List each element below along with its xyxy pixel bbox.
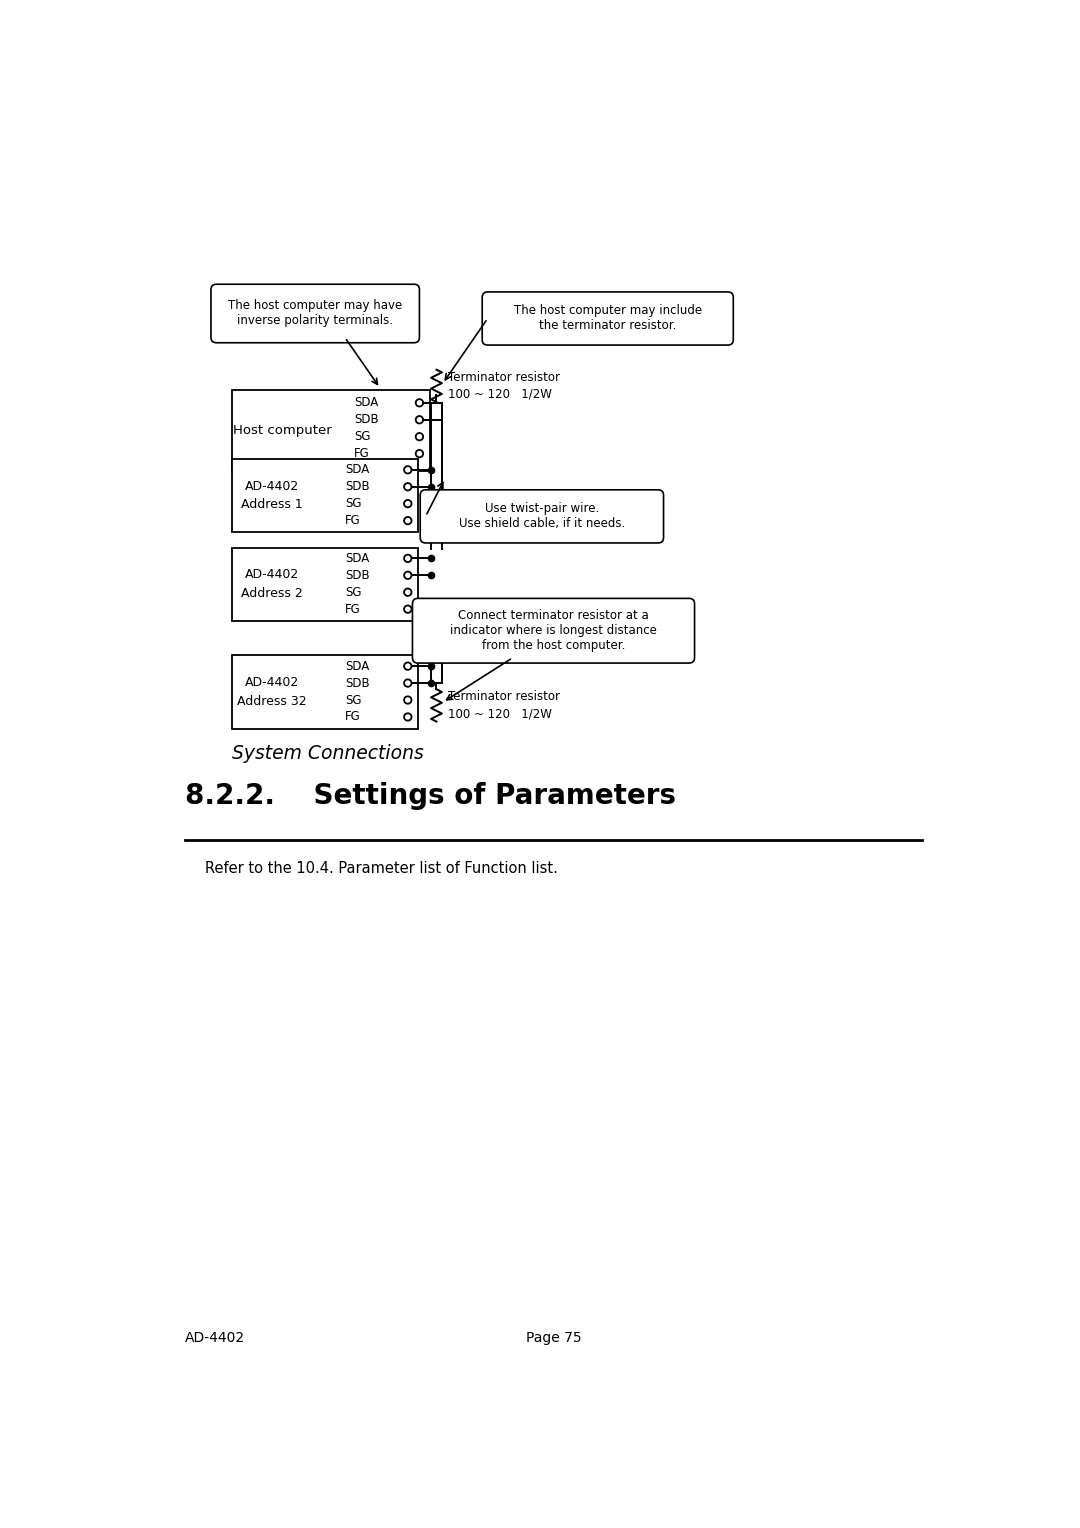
Text: FG: FG — [345, 513, 361, 527]
Text: AD-4402: AD-4402 — [245, 677, 299, 689]
Text: SDB: SDB — [345, 677, 369, 689]
Text: Address 1: Address 1 — [241, 498, 303, 512]
Text: Host computer: Host computer — [233, 423, 332, 437]
Text: System Connections: System Connections — [232, 744, 423, 764]
Text: 100 ~ 120   1/2W: 100 ~ 120 1/2W — [448, 388, 552, 400]
Text: AD-4402: AD-4402 — [245, 568, 299, 582]
FancyBboxPatch shape — [420, 490, 663, 542]
Text: Use twist-pair wire.
Use shield cable, if it needs.: Use twist-pair wire. Use shield cable, i… — [459, 503, 625, 530]
FancyBboxPatch shape — [232, 656, 418, 729]
Text: SDA: SDA — [345, 660, 369, 672]
Text: AD-4402: AD-4402 — [245, 480, 299, 494]
Text: Connect terminator resistor at a
indicator where is longest distance
from the ho: Connect terminator resistor at a indicat… — [450, 610, 657, 652]
Text: Address 32: Address 32 — [238, 695, 307, 707]
Text: SG: SG — [354, 431, 370, 443]
FancyBboxPatch shape — [232, 547, 418, 620]
Text: FG: FG — [354, 448, 370, 460]
Text: Terminator resistor: Terminator resistor — [448, 371, 561, 384]
Text: FG: FG — [345, 602, 361, 616]
Text: Address 2: Address 2 — [241, 587, 303, 601]
Text: Terminator resistor: Terminator resistor — [448, 691, 561, 703]
Text: SG: SG — [345, 585, 362, 599]
Text: The host computer may include
the terminator resistor.: The host computer may include the termin… — [514, 304, 702, 333]
Text: SDB: SDB — [345, 568, 369, 582]
Text: 8.2.2.    Settings of Parameters: 8.2.2. Settings of Parameters — [186, 782, 676, 810]
Text: Refer to the 10.4. Parameter list of Function list.: Refer to the 10.4. Parameter list of Fun… — [205, 862, 557, 876]
Text: Page 75: Page 75 — [526, 1331, 581, 1345]
Text: FG: FG — [345, 711, 361, 723]
Text: SG: SG — [345, 497, 362, 510]
FancyBboxPatch shape — [211, 284, 419, 342]
FancyBboxPatch shape — [232, 390, 430, 471]
Text: SDA: SDA — [345, 463, 369, 477]
Text: AD-4402: AD-4402 — [186, 1331, 245, 1345]
FancyBboxPatch shape — [232, 458, 418, 532]
Text: SDB: SDB — [354, 413, 379, 426]
Text: SDA: SDA — [354, 396, 379, 410]
Text: SDB: SDB — [345, 480, 369, 494]
Text: SDA: SDA — [345, 552, 369, 565]
FancyBboxPatch shape — [482, 292, 733, 345]
Text: SG: SG — [345, 694, 362, 706]
Text: 100 ~ 120   1/2W: 100 ~ 120 1/2W — [448, 707, 552, 720]
Text: The host computer may have
inverse polarity terminals.: The host computer may have inverse polar… — [228, 299, 403, 327]
FancyBboxPatch shape — [413, 599, 694, 663]
